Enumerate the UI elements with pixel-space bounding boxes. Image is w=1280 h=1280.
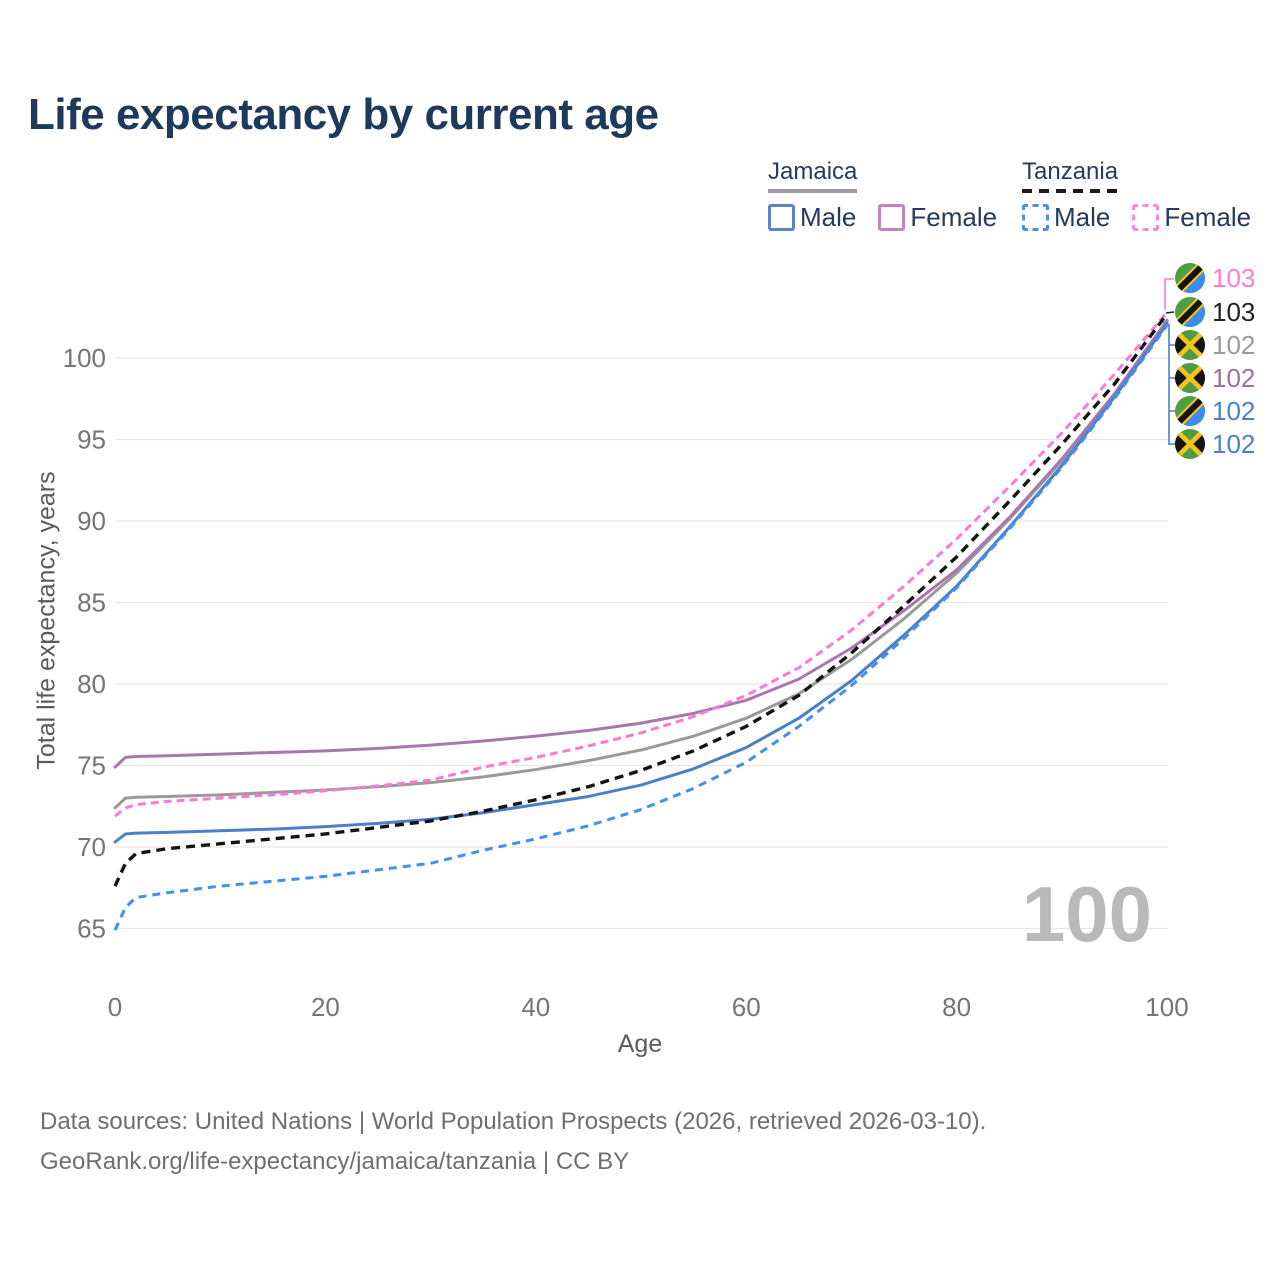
source-url[interactable]: GeoRank.org/life-expectancy/jamaica/tanz… [40,1148,630,1175]
jamaica-flag-icon [1175,429,1205,459]
line-tanzania-male[interactable] [113,324,1169,931]
x-axis-title: Age [617,1030,663,1058]
tanzania-female-checkbox[interactable] [1132,204,1160,231]
jamaica-solid-line-swatch [768,189,858,193]
jamaica-flag-icon [1175,363,1205,393]
age-watermark: 100 [1022,870,1152,958]
end-value: 103 [1212,262,1256,293]
end-value: 102 [1212,395,1256,426]
leader-line-tanzania [1165,311,1175,314]
line-jamaica-male[interactable] [113,322,1169,844]
legend-country-tanzania[interactable]: Tanzania [1022,158,1119,185]
jamaica-female-checkbox[interactable] [878,204,906,231]
y-tick-label: 90 [77,506,106,536]
y-tick-label: 100 [63,343,106,373]
legend-label-male: Male [1054,202,1111,232]
line-tanzania[interactable] [113,312,1169,887]
legend-group-jamaica: Jamaica Male Female [768,158,1019,233]
end-label-tanzania-female: 103 [1175,261,1255,295]
end-label-jamaica-male: 102 [1175,427,1255,461]
end-label-tanzania-male: 102 [1175,394,1255,428]
tanzania-flag-icon [1175,263,1205,293]
legend-label-female: Female [1164,202,1252,232]
line-jamaica[interactable] [113,320,1169,810]
tanzania-male-checkbox[interactable] [1022,204,1049,231]
end-value: 102 [1212,428,1256,459]
page-title: Life expectancy by current age [28,90,659,139]
end-value: 103 [1212,296,1256,327]
y-tick-label: 65 [77,914,106,944]
data-sources-note: Data sources: United Nations | World Pop… [40,1108,987,1135]
end-value: 102 [1212,362,1256,393]
line-jamaica-female[interactable] [113,319,1169,769]
jamaica-flag-icon [1175,330,1205,360]
tanzania-flag-icon [1175,297,1205,327]
x-tick-label: 80 [942,992,971,1022]
legend-item-jamaica-male[interactable]: Male [768,202,856,233]
jamaica-male-checkbox[interactable] [768,204,795,231]
legend-group-tanzania: Tanzania Male Female [1022,158,1273,233]
line-chart: 65 70 75 80 85 90 95 100 0 20 40 60 80 100 100 [63,278,1189,1022]
y-tick-label: 70 [77,832,106,862]
end-value: 102 [1212,329,1256,360]
legend-item-tanzania-male[interactable]: Male [1022,202,1110,233]
y-tick-label: 75 [77,751,106,781]
legend-label-male: Male [800,202,857,232]
end-label-jamaica: 102 [1175,328,1255,362]
y-tick-label: 80 [77,669,106,699]
legend-item-jamaica-female[interactable]: Female [878,202,997,233]
end-label-tanzania: 103 [1175,295,1255,329]
legend-item-tanzania-female[interactable]: Female [1132,202,1251,233]
x-tick-label: 40 [521,992,550,1022]
x-tick-label: 20 [311,992,340,1022]
tanzania-dashed-line-swatch [1022,189,1119,193]
legend-country-jamaica[interactable]: Jamaica [768,158,858,185]
y-axis-title: Total life expectancy, years [32,471,61,770]
legend-label-female: Female [910,202,998,232]
leader-bracket [1162,321,1175,445]
y-tick-label: 95 [77,425,106,455]
y-tick-label: 85 [77,588,106,618]
x-tick-label: 0 [108,992,122,1022]
leader-line-tanzania-female [1164,278,1174,310]
x-tick-label: 60 [732,992,761,1022]
end-label-jamaica-female: 102 [1175,361,1255,395]
line-tanzania-female[interactable] [114,311,1169,818]
x-tick-label: 100 [1145,992,1188,1022]
tanzania-flag-icon [1175,396,1205,426]
